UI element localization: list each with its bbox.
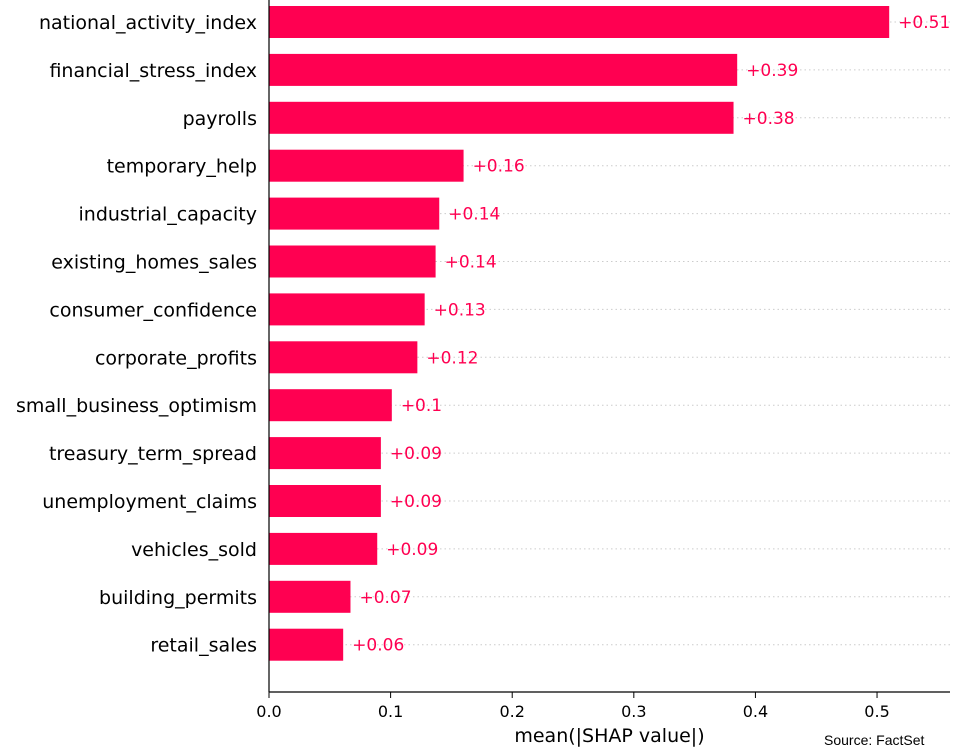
value-label: +0.16 [473, 157, 525, 177]
value-labels: +0.51 +0.39 +0.38 +0.16 +0.14 +0.14 +0.13 +0.12… [352, 13, 950, 656]
value-label: +0.09 [390, 492, 442, 512]
bar-temporary-help [269, 149, 464, 182]
bar-national-activity-index [269, 6, 890, 38]
x-tick-label: 0.4 [743, 702, 768, 721]
category-label: temporary_help [107, 156, 257, 178]
category-label: unemployment_claims [42, 491, 257, 513]
bar-financial-stress-index [269, 53, 738, 86]
value-label: +0.07 [359, 588, 411, 608]
bar-retail-sales [269, 628, 344, 661]
category-label: financial_stress_index [49, 60, 257, 82]
category-labels: national_activity_index financial_stress_… [16, 12, 257, 657]
bar-unemployment-claims [269, 485, 381, 517]
bar-small-business-optimism [269, 389, 392, 422]
bar-existing-homes-sales [269, 245, 436, 278]
category-label: consumer_confidence [49, 299, 257, 321]
axes [268, 0, 950, 693]
bar-treasury-term-spread [269, 437, 381, 470]
value-label: +0.14 [448, 205, 500, 225]
source-note: Source: FactSet [824, 732, 925, 748]
category-label: national_activity_index [39, 12, 257, 34]
value-label: +0.12 [426, 348, 478, 368]
value-label: +0.39 [746, 61, 798, 81]
x-tick-label: 0.2 [499, 702, 524, 721]
value-label: +0.09 [390, 444, 442, 464]
value-label: +0.51 [898, 13, 950, 33]
x-tick-label: 0.1 [378, 702, 403, 721]
category-label: building_permits [99, 587, 257, 609]
value-label: +0.06 [352, 636, 404, 656]
bar-industrial-capacity [269, 197, 440, 230]
value-label: +0.09 [386, 540, 438, 560]
x-tick-label: 0.0 [256, 702, 281, 721]
x-tick-label: 0.5 [864, 702, 889, 721]
category-label: treasury_term_spread [49, 443, 257, 465]
bar-corporate-profits [269, 341, 418, 374]
bar-payrolls [269, 101, 734, 134]
bars [269, 6, 890, 661]
x-ticks: 0.0 0.1 0.2 0.3 0.4 0.5 [256, 692, 890, 721]
x-tick-label: 0.3 [621, 702, 646, 721]
category-label: retail_sales [150, 635, 257, 657]
category-label: vehicles_sold [131, 539, 257, 561]
bar-building-permits [269, 580, 351, 613]
value-label: +0.13 [434, 300, 486, 320]
category-label: existing_homes_sales [51, 252, 257, 274]
value-label: +0.38 [743, 109, 795, 129]
value-label: +0.1 [401, 396, 442, 416]
category-label: payrolls [183, 108, 257, 130]
category-label: corporate_profits [95, 347, 257, 369]
value-label: +0.14 [445, 253, 497, 273]
category-label: small_business_optimism [16, 395, 257, 417]
bar-consumer-confidence [269, 293, 425, 326]
x-axis-title: mean(|SHAP value|) [514, 725, 704, 747]
category-label: industrial_capacity [79, 204, 258, 226]
bar-vehicles-sold [269, 532, 378, 565]
